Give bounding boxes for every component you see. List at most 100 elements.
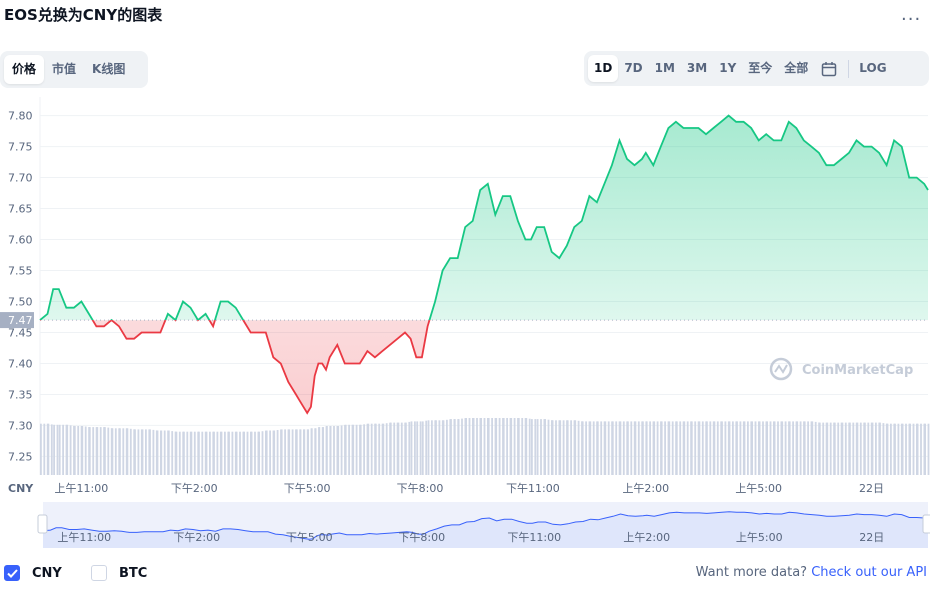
- tab-range-all[interactable]: 全部: [784, 61, 809, 75]
- volume-bar: [73, 426, 76, 475]
- watermark-text: CoinMarketCap: [802, 363, 913, 378]
- volume-bar: [852, 422, 855, 475]
- area-above-baseline: [40, 115, 928, 321]
- volume-bar: [619, 421, 622, 475]
- volume-bar: [570, 420, 572, 475]
- volume-bar: [43, 423, 46, 475]
- volume-bar: [890, 423, 892, 475]
- watermark: CoinMarketCap: [769, 357, 913, 381]
- tab-range-1m[interactable]: 1M: [654, 61, 675, 75]
- volume-bar: [589, 421, 592, 475]
- volume-bar: [374, 423, 377, 475]
- volume-bar: [607, 421, 610, 475]
- volume-bar: [566, 420, 569, 475]
- volume-bar: [84, 426, 87, 475]
- more-options-icon[interactable]: ...: [901, 4, 922, 25]
- legend-btc[interactable]: BTC: [91, 565, 147, 581]
- volume-bar: [410, 421, 413, 475]
- volume-bar: [167, 430, 170, 475]
- volume-bar: [562, 420, 565, 475]
- volume-bar: [385, 423, 388, 475]
- y-tick-label: 7.80: [8, 110, 33, 123]
- x-tick-label: 上午5:00: [735, 482, 782, 495]
- volume-bar: [513, 418, 516, 475]
- volume-bar: [69, 425, 72, 475]
- volume-bar: [378, 423, 381, 475]
- volume-bar: [534, 419, 537, 475]
- volume-bar: [261, 431, 264, 475]
- view-tabs: 价格 市值 K线图: [0, 51, 148, 88]
- volume-bar: [909, 423, 911, 475]
- volume-bar: [837, 422, 840, 475]
- volume-bar: [491, 418, 493, 475]
- volume-bar: [495, 418, 498, 475]
- volume-bar: [145, 429, 147, 475]
- volume-bar: [183, 431, 185, 475]
- volume-bar: [96, 427, 99, 475]
- volume-bar: [53, 424, 55, 475]
- volume-bar: [762, 421, 764, 475]
- cny-checkbox[interactable]: [4, 565, 20, 581]
- volume-bar: [559, 420, 562, 475]
- volume-bar: [814, 421, 817, 475]
- volume-bar: [867, 422, 870, 475]
- volume-bar: [536, 419, 539, 475]
- volume-bar: [502, 418, 505, 475]
- volume-bar: [544, 419, 546, 475]
- volume-bar: [581, 421, 584, 475]
- volume-bar: [645, 421, 648, 475]
- tab-range-1d[interactable]: 1D: [588, 55, 619, 82]
- volume-bar: [295, 429, 298, 475]
- volume-bar: [352, 424, 355, 475]
- tab-candlestick[interactable]: K线图: [92, 62, 126, 76]
- volume-bar: [348, 424, 350, 475]
- volume-bar: [314, 428, 317, 475]
- volume-bar: [333, 426, 335, 475]
- tab-range-7d[interactable]: 7D: [624, 61, 643, 75]
- legend-cny[interactable]: CNY: [4, 565, 62, 581]
- tab-range-1y[interactable]: 1Y: [719, 61, 737, 75]
- check-icon: [6, 568, 18, 578]
- btc-checkbox[interactable]: [91, 565, 107, 581]
- volume-bar: [901, 423, 904, 475]
- volume-bar: [284, 429, 286, 475]
- volume-bar: [844, 422, 847, 475]
- y-tick-label: 7.75: [8, 141, 33, 154]
- navigator-handle-left[interactable]: [37, 514, 48, 534]
- volume-bar: [56, 424, 59, 475]
- volume-bar: [649, 421, 651, 475]
- btc-label: BTC: [119, 565, 148, 581]
- volume-bar: [531, 419, 533, 475]
- volume-bar: [288, 429, 291, 475]
- volume-bar: [201, 431, 204, 475]
- api-link[interactable]: Check out our API: [811, 565, 927, 580]
- tab-price[interactable]: 价格: [4, 55, 45, 84]
- baseline-marker: 7.47: [0, 312, 34, 329]
- log-scale-toggle[interactable]: LOG: [859, 61, 887, 75]
- volume-bar: [653, 421, 656, 475]
- volume-bar: [671, 421, 674, 475]
- volume-bar: [920, 423, 922, 475]
- volume-bar: [461, 418, 463, 475]
- volume-bar: [134, 429, 136, 475]
- calendar-icon[interactable]: [814, 55, 844, 82]
- tab-market-cap[interactable]: 市值: [52, 62, 77, 76]
- tab-range-ytd[interactable]: 至今: [748, 61, 773, 75]
- navigator-tick-label: 下午5:00: [286, 531, 333, 544]
- volume-bar: [547, 419, 550, 475]
- volume-bar: [487, 418, 490, 475]
- navigator-tick-label: 上午11:00: [57, 531, 111, 544]
- api-promo: Want more data? Check out our API: [696, 565, 927, 580]
- volume-bar: [743, 421, 746, 475]
- volume-bar: [326, 426, 328, 475]
- volume-bar: [193, 431, 196, 475]
- volume-bar: [457, 419, 460, 475]
- range-navigator[interactable]: 上午11:00 下午2:00 下午5:00 下午8:00 下午11:00 上午2:00 上午…: [37, 502, 930, 548]
- volume-bar: [171, 431, 174, 475]
- volume-bar: [818, 422, 821, 475]
- tab-range-3m[interactable]: 3M: [686, 61, 708, 75]
- navigator-handle-right[interactable]: [922, 514, 930, 534]
- volume-bar: [421, 421, 424, 475]
- volume-bar: [521, 418, 524, 475]
- volume-bar: [551, 420, 554, 475]
